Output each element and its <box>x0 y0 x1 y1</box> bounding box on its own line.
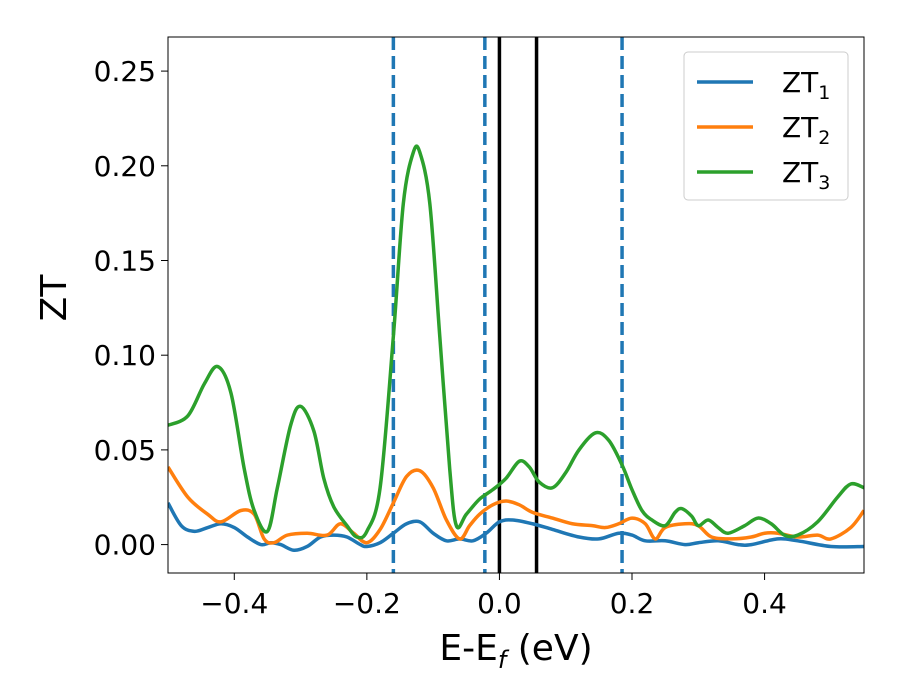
plot-frame <box>167 36 865 574</box>
series-line-zt2 <box>168 465 864 545</box>
x-tick-label: −0.2 <box>333 587 401 620</box>
series-lines <box>168 144 864 553</box>
x-tick-label: 0.2 <box>610 587 655 620</box>
legend-label-zt1: ZT1 <box>782 66 830 104</box>
legend-label-zt2: ZT2 <box>782 111 830 149</box>
legend-label-zt3: ZT3 <box>782 156 830 194</box>
y-tick-label: 0.20 <box>94 150 156 183</box>
y-axis-ticks: 0.00 0.05 0.10 0.15 0.20 0.25 <box>94 55 168 562</box>
y-tick-label: 0.05 <box>94 434 156 467</box>
y-tick-label: 0.25 <box>94 55 156 88</box>
x-tick-label: 0.0 <box>477 587 522 620</box>
x-axis-label: E-Ef (eV) <box>439 628 592 674</box>
y-tick-label: 0.00 <box>94 529 156 562</box>
legend: ZT1 ZT2 ZT3 <box>683 51 849 201</box>
y-tick-label: 0.15 <box>94 244 156 277</box>
legend-box <box>683 51 849 201</box>
reference-lines <box>391 37 624 573</box>
x-tick-label: −0.4 <box>200 587 268 620</box>
plot-area <box>168 37 864 573</box>
x-axis-ticks: −0.4 −0.2 0.0 0.2 0.4 <box>200 573 787 620</box>
x-tick-label: 0.4 <box>742 587 787 620</box>
series-line-zt3 <box>168 144 864 540</box>
series-line-zt1 <box>168 502 864 553</box>
y-tick-label: 0.10 <box>94 339 156 372</box>
y-axis-label: ZT <box>34 274 75 322</box>
